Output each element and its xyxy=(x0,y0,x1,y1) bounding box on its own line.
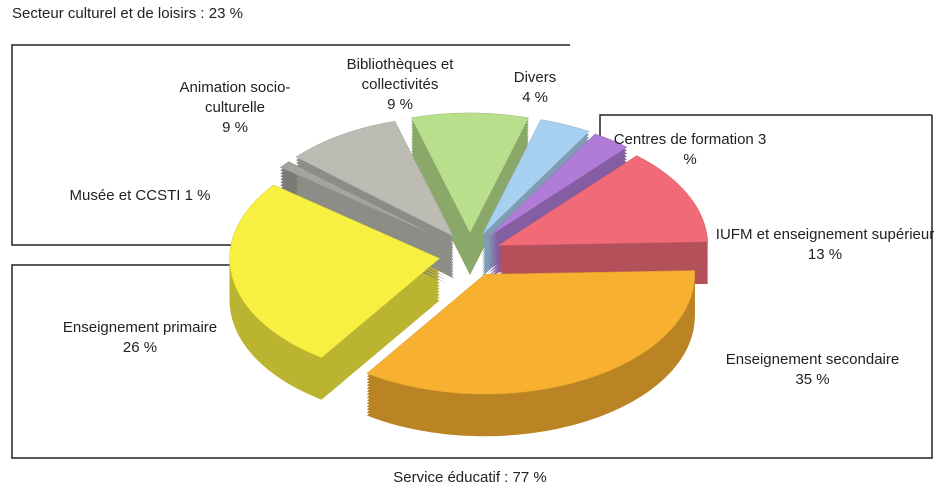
slice xyxy=(496,155,709,246)
slice xyxy=(279,161,447,242)
value-label: 1 % xyxy=(184,187,211,204)
value-label: 13 % xyxy=(807,246,843,263)
category-label: Enseignement primaire xyxy=(62,319,218,336)
group-box xyxy=(11,44,570,246)
slice-label: Bibliothèques et collectivités 9 % xyxy=(330,55,470,115)
slice-label: Enseignement primaire 26 % xyxy=(20,318,260,358)
value-label: 3 % xyxy=(683,131,767,168)
slice xyxy=(366,270,696,395)
slice-label: Divers 4 % xyxy=(505,68,565,108)
slice-label: IUFM et enseignement supérieur 13 % xyxy=(710,225,940,265)
category-label: Bibliothèques et collectivités xyxy=(346,56,454,93)
slice-label: Centres de formation 3 % xyxy=(610,130,770,170)
slice xyxy=(482,119,590,235)
annotation: Secteur culturel et de loisirs : 23 % xyxy=(12,5,243,22)
value-label: 26 % xyxy=(122,339,158,356)
value-label: 9 % xyxy=(222,119,248,136)
slice-label: Musée et CCSTI 1 % xyxy=(30,186,250,206)
category-label: Enseignement secondaire xyxy=(725,351,900,368)
category-label: Centres de formation xyxy=(613,131,754,148)
category-label: Animation socio-culturelle xyxy=(179,79,291,116)
pie-tops xyxy=(229,112,709,395)
category-label: Divers xyxy=(513,69,557,86)
value-label: 35 % xyxy=(795,371,830,388)
value-label: 9 % xyxy=(387,96,413,113)
slice-label: Animation socio-culturelle 9 % xyxy=(150,78,320,138)
slice xyxy=(229,184,441,358)
annotation: Service éducatif : 77 % xyxy=(393,469,547,486)
value-label: 4 % xyxy=(522,89,548,106)
slice xyxy=(295,120,455,237)
group-box xyxy=(11,115,933,459)
slice xyxy=(487,133,628,238)
slice-label: Enseignement secondaire 35 % xyxy=(680,350,945,390)
group-box xyxy=(599,114,932,140)
category-label: IUFM et enseignement supérieur xyxy=(715,226,935,243)
category-label: Musée et CCSTI xyxy=(69,187,181,204)
slice xyxy=(411,112,529,234)
